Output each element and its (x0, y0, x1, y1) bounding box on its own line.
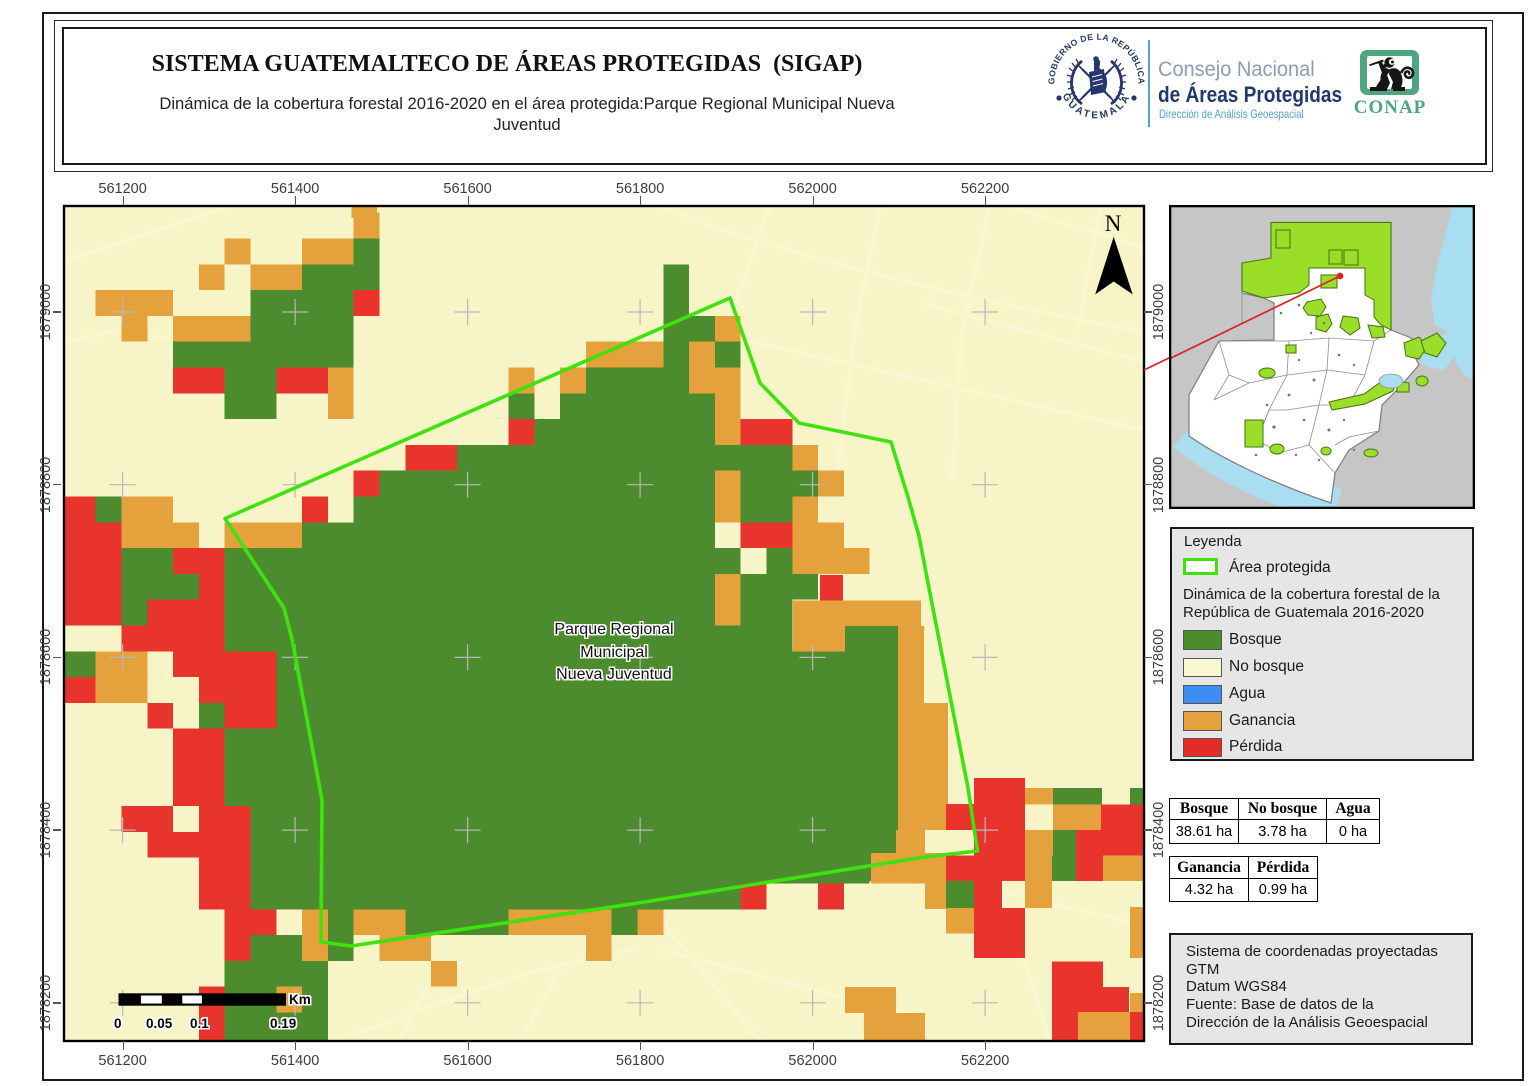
svg-text:CONAP: CONAP (1354, 97, 1427, 118)
svg-text:N: N (1105, 211, 1122, 236)
